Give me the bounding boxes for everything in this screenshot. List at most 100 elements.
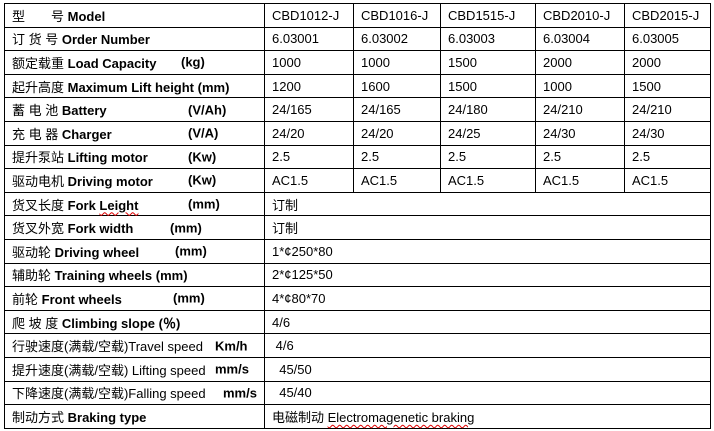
table-row: 提升泵站 Lifting motor (Kw) 2.5 2.5 2.5 2.5 2.5 <box>4 144 711 170</box>
label-en: Climbing slope (％) <box>61 315 181 331</box>
spec-label: 前轮 Front wheels (mm) <box>4 286 265 311</box>
spec-value: 24/180 <box>440 97 536 122</box>
spec-table: 型 号 Model CBD1012-J CBD1016-J CBD1515-J CBD2… <box>4 3 711 429</box>
spec-label: 行驶速度(满载/空载)Travel speed Km/h <box>4 333 265 358</box>
spec-label: 下降速度(满载/空载)Falling speed mm/s <box>4 380 265 406</box>
table-row: 驱动轮 Driving wheel (mm) 1*¢250*80 <box>4 238 711 264</box>
label-cn: 充 电 器 <box>12 126 62 142</box>
table-row: 下降速度(满载/空载)Falling speed mm/s 45/40 <box>4 380 711 406</box>
spec-value: 4/6 <box>264 309 711 335</box>
spec-value: 电磁制动 Electromagenetic braking <box>264 404 711 429</box>
label-en: Maximum Lift height (mm) <box>67 79 230 95</box>
table-row: 充 电 器 Charger (V/A) 24/20 24/20 24/25 24/30 24… <box>4 120 711 146</box>
spec-value: 订制 <box>264 215 711 240</box>
label-unit: (mm) <box>173 290 205 306</box>
spec-label: 货叉长度 Fork Leight (mm) <box>4 191 265 217</box>
spec-label: 型 号 Model <box>4 3 265 28</box>
table-row: 前轮 Front wheels (mm) 4*¢80*70 <box>4 286 711 311</box>
spec-value: 45/40 <box>264 380 711 406</box>
spec-value: 2000 <box>624 50 711 75</box>
spec-value: AC1.5 <box>264 168 354 193</box>
label-cn: 辅助轮 <box>12 268 55 284</box>
table-row: 型 号 Model CBD1012-J CBD1016-J CBD1515-J CBD2… <box>4 3 711 28</box>
table-row: 驱动电机 Driving motor (Kw) AC1.5 AC1.5 AC1.5 AC1… <box>4 168 711 193</box>
label-cn: 爬 坡 度 <box>12 315 62 331</box>
table-row: 行驶速度(满载/空载)Travel speed Km/h 4/6 <box>4 333 711 358</box>
table-row: 货叉长度 Fork Leight (mm) 订制 <box>4 191 711 217</box>
spec-value: 24/30 <box>624 120 711 146</box>
label-cn: 货叉外宽 <box>12 221 68 237</box>
spec-label: 充 电 器 Charger (V/A) <box>4 120 265 146</box>
table-row: 额定载重 Load Capacity (kg) 1000 1000 1500 2000 20… <box>4 50 711 75</box>
label-en: Model <box>67 8 106 24</box>
spec-value: 2.5 <box>353 144 441 170</box>
label-unit: (mm) <box>188 196 220 212</box>
spec-value: AC1.5 <box>440 168 536 193</box>
label-en: Braking type <box>67 409 147 425</box>
label-cn: 订 货 号 <box>12 32 62 48</box>
label-cn: 蓄 电 池 <box>12 103 62 119</box>
spec-value: 24/165 <box>264 97 354 122</box>
label-cn: 制动方式 <box>12 409 68 425</box>
spec-value: 24/210 <box>624 97 711 122</box>
label-en: Lifting motor <box>67 150 148 166</box>
spec-label: 蓄 电 池 Battery (V/Ah) <box>4 97 265 122</box>
label-en: Front wheels <box>41 291 122 307</box>
spec-value: 6.03003 <box>440 26 536 52</box>
table-row: 辅助轮 Training wheels (mm) 2*¢125*50 <box>4 262 711 288</box>
spec-label: 货叉外宽 Fork width (mm) <box>4 215 265 240</box>
spec-value: 1200 <box>264 73 354 99</box>
spec-value: 24/20 <box>353 120 441 146</box>
model-header: CBD2015-J <box>624 3 711 28</box>
label-cn: 驱动电机 <box>12 173 68 189</box>
model-header: CBD2010-J <box>535 3 625 28</box>
label-cn: 前轮 <box>12 291 42 307</box>
spec-value: 6.03002 <box>353 26 441 52</box>
spec-value: 1500 <box>440 73 536 99</box>
spec-value: AC1.5 <box>624 168 711 193</box>
spec-value: AC1.5 <box>535 168 625 193</box>
label-unit: (V/Ah) <box>188 102 227 118</box>
spec-label: 制动方式 Braking type <box>4 404 265 429</box>
label-unit: (Kw) <box>188 149 217 165</box>
spec-label: 订 货 号 Order Number <box>4 26 265 52</box>
label-cn: 驱动轮 <box>12 244 55 260</box>
spec-value: 6.03004 <box>535 26 625 52</box>
spec-value: 订制 <box>264 191 711 217</box>
label-unit: (kg) <box>181 54 205 70</box>
spec-value: 6.03005 <box>624 26 711 52</box>
spec-value: 24/165 <box>353 97 441 122</box>
spec-value: 1000 <box>264 50 354 75</box>
label-cn: 型 号 <box>12 8 68 24</box>
spec-value: 1500 <box>624 73 711 99</box>
model-header: CBD1515-J <box>440 3 536 28</box>
label-unit: (mm) <box>175 243 207 259</box>
table-row: 爬 坡 度 Climbing slope (％) 4/6 <box>4 309 711 335</box>
spec-label: 驱动电机 Driving motor (Kw) <box>4 168 265 193</box>
spec-value: 2000 <box>535 50 625 75</box>
spec-value: 24/20 <box>264 120 354 146</box>
table-row: 货叉外宽 Fork width (mm) 订制 <box>4 215 711 240</box>
spec-label: 驱动轮 Driving wheel (mm) <box>4 238 265 264</box>
value-cn: 电磁制动 <box>272 409 328 425</box>
label-en-misspelled: Leight <box>99 197 139 213</box>
spec-value: 2.5 <box>624 144 711 170</box>
label-cn: 行驶速度(满载/空载)Travel speed <box>12 339 203 355</box>
spec-label: 爬 坡 度 Climbing slope (％) <box>4 309 265 335</box>
label-cn: 提升泵站 <box>12 150 68 166</box>
spec-value: 1*¢250*80 <box>264 238 711 264</box>
label-en: Load Capacity <box>67 55 157 71</box>
model-header: CBD1016-J <box>353 3 441 28</box>
table-row: 提升速度(满载/空载) Lifting speed mm/s 45/50 <box>4 356 711 382</box>
label-en: Fork <box>67 197 100 213</box>
spec-label: 提升速度(满载/空载) Lifting speed mm/s <box>4 356 265 382</box>
label-unit: (V/A) <box>188 125 219 141</box>
table-row: 订 货 号 Order Number 6.03001 6.03002 6.03003 6… <box>4 26 711 52</box>
label-unit: Km/h <box>215 338 248 354</box>
spec-value: 2.5 <box>535 144 625 170</box>
label-cn: 提升速度(满载/空载) Lifting speed <box>12 362 206 378</box>
spec-value: 6.03001 <box>264 26 354 52</box>
label-unit: mm/s <box>223 385 257 401</box>
spec-value: 2.5 <box>440 144 536 170</box>
spec-value: 4/6 <box>264 333 711 358</box>
